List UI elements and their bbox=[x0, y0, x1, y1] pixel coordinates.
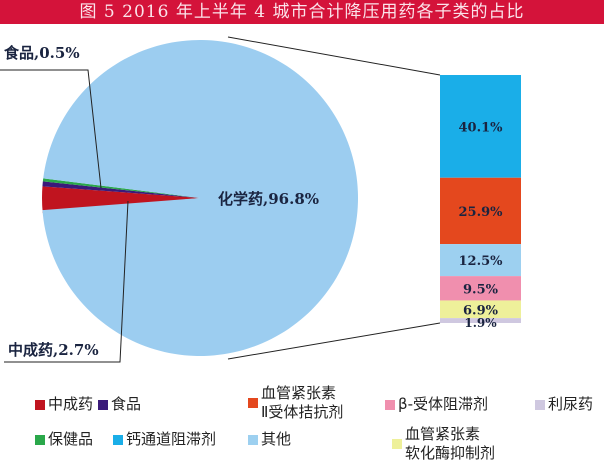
chart-title: 图 5 2016 年上半年 4 城市合计降压用药各子类的占比 bbox=[0, 0, 604, 24]
bar-segment-1 bbox=[440, 177, 521, 245]
legend-swatch bbox=[248, 434, 258, 445]
bar-segment-0 bbox=[440, 75, 521, 178]
bar-segment-4 bbox=[440, 300, 521, 319]
legend-label: β-受体阻滞剂 bbox=[398, 395, 488, 413]
legend-swatch bbox=[392, 439, 402, 449]
pie-slice-2 bbox=[42, 178, 201, 198]
bar-segment-3 bbox=[440, 276, 521, 301]
bar-segment-2 bbox=[440, 244, 521, 277]
legend-swatch bbox=[35, 399, 45, 410]
legend-label: 钙通道阻滞剂 bbox=[126, 430, 217, 448]
legend-swatch bbox=[385, 399, 395, 410]
legend-item: 保健品 bbox=[35, 430, 93, 449]
legend-item: 利尿药 bbox=[535, 395, 593, 414]
legend-item: 食品 bbox=[98, 395, 141, 414]
pie-label-0: 中成药,2.7% bbox=[8, 341, 99, 359]
connector-line-bottom bbox=[227, 322, 441, 360]
legend-item: 其他 bbox=[248, 430, 291, 449]
pie-slice-1 bbox=[42, 181, 200, 198]
pie-label-1: 食品,0.5% bbox=[4, 44, 80, 62]
legend-swatch bbox=[535, 399, 545, 410]
bar-segment-5 bbox=[440, 318, 521, 323]
legend-item: β-受体阻滞剂 bbox=[385, 395, 488, 414]
legend-item: 血管紧张素 Ⅱ受体拮抗剂 bbox=[248, 384, 343, 422]
legend-label: 保健品 bbox=[48, 430, 94, 448]
legend-swatch bbox=[35, 434, 45, 445]
bar-label-4: 6.9% bbox=[463, 303, 499, 318]
bar-label-3: 9.5% bbox=[463, 282, 499, 297]
legend-swatch bbox=[248, 398, 258, 408]
legend-label: 中成药 bbox=[48, 395, 94, 413]
legend-label: 其他 bbox=[261, 430, 292, 448]
bar-label-0: 40.1% bbox=[458, 120, 503, 135]
leader-line-tcm bbox=[4, 200, 129, 363]
bar-label-1: 25.9% bbox=[458, 205, 503, 220]
legend-label: 利尿药 bbox=[548, 395, 594, 413]
legend-label: 血管紧张素 bbox=[261, 384, 337, 402]
pie-slice-3 bbox=[42, 40, 359, 357]
legend-item: 血管紧张素 软化酶抑制剂 bbox=[392, 425, 495, 463]
legend-label: Ⅱ受体拮抗剂 bbox=[261, 403, 344, 421]
legend-label: 软化酶抑制剂 bbox=[405, 444, 496, 462]
bar-label-5: 1.9% bbox=[464, 316, 497, 330]
legend-label: 血管紧张素 bbox=[405, 425, 481, 443]
pie-slice-0 bbox=[42, 186, 201, 214]
legend-swatch bbox=[98, 399, 108, 410]
bar-label-2: 12.5% bbox=[458, 254, 503, 269]
legend-item: 钙通道阻滞剂 bbox=[113, 430, 216, 449]
legend-item: 中成药 bbox=[35, 395, 93, 414]
pie-label-3: 化学药,96.8% bbox=[218, 190, 319, 208]
legend-swatch bbox=[113, 434, 123, 445]
leader-line-food bbox=[0, 69, 102, 189]
connector-line-top bbox=[227, 36, 441, 76]
legend-label: 食品 bbox=[111, 395, 142, 413]
